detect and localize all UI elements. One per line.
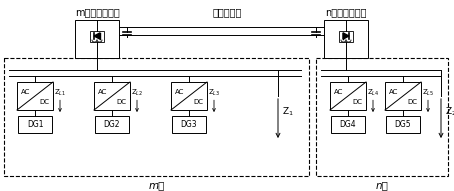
Text: Z$_1$: Z$_1$ [282,106,294,118]
Text: DG2: DG2 [104,120,120,129]
Text: DG5: DG5 [395,120,411,129]
Text: n网: n网 [375,180,389,190]
Text: m网: m网 [148,180,165,190]
Bar [339,31,353,41]
Text: DC: DC [353,99,363,105]
Text: DG4: DG4 [340,120,356,129]
Bar [324,20,368,58]
Text: AC: AC [20,89,30,95]
Text: n网互联换流器: n网互联换流器 [325,7,367,17]
Text: DC: DC [194,99,204,105]
Bar [330,82,366,110]
Bar [171,82,207,110]
Text: AC: AC [334,89,343,95]
Text: Z$_{L2}$: Z$_{L2}$ [131,87,143,98]
Bar [4,58,309,176]
Bar [17,82,53,110]
Bar [386,116,420,133]
Text: Z$_{L4}$: Z$_{L4}$ [367,87,380,98]
Bar [95,116,129,133]
Bar [385,82,421,110]
Bar [75,20,119,58]
Polygon shape [343,33,349,39]
Text: Z$_{L5}$: Z$_{L5}$ [422,87,434,98]
Text: DG3: DG3 [181,120,197,129]
Text: AC: AC [175,89,184,95]
Text: Z$_{L3}$: Z$_{L3}$ [208,87,220,98]
Text: 直流联络线: 直流联络线 [212,7,242,17]
Text: DC: DC [408,99,418,105]
Bar [90,31,104,41]
Text: AC: AC [98,89,107,95]
Bar [94,82,130,110]
Text: DC: DC [117,99,127,105]
Text: AC: AC [389,89,398,95]
Text: Z$_{L1}$: Z$_{L1}$ [54,87,66,98]
Polygon shape [94,33,100,39]
Bar [18,116,52,133]
Text: DG1: DG1 [27,120,43,129]
Text: DC: DC [39,99,50,105]
Text: m网互联换流器: m网互联换流器 [74,7,119,17]
Bar [331,116,365,133]
Text: Z$_2$: Z$_2$ [445,106,454,118]
Bar [316,58,448,176]
Bar [172,116,206,133]
